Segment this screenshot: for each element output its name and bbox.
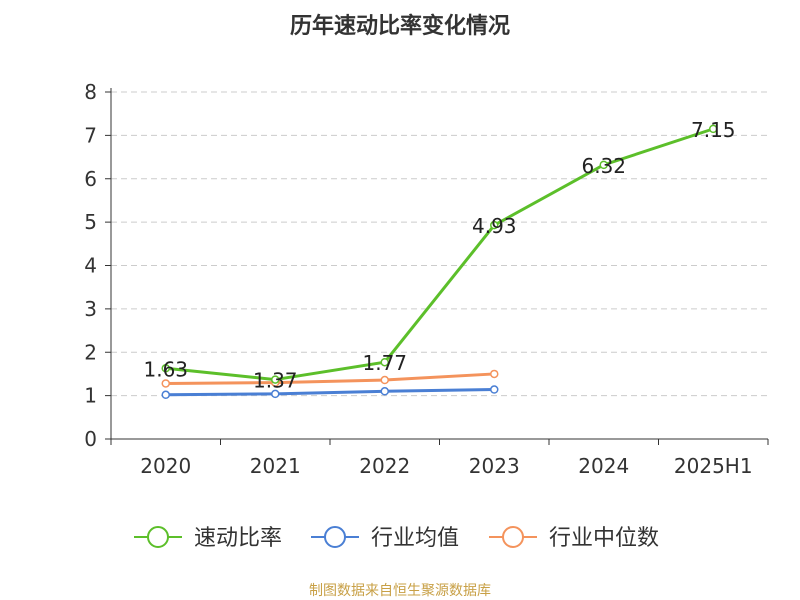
legend-label: 行业中位数: [549, 526, 659, 551]
data-point: [490, 385, 499, 394]
x-tick-label: 2022: [359, 454, 410, 478]
axes: 0 1 2 3 4 5 6 7 8 2020 2021 2022 2023 2024 2025H1: [84, 80, 769, 478]
data-point: [161, 390, 170, 400]
legend-swatch-marker: [147, 526, 169, 548]
data-label: 1.37: [253, 369, 298, 393]
data-label: 6.32: [581, 154, 626, 178]
x-tick-label: 2023: [469, 454, 520, 478]
x-tick-label: 2024: [578, 454, 629, 478]
data-label: 7.15: [691, 118, 736, 142]
series-line: [165, 388, 495, 397]
data-point: [380, 357, 389, 367]
legend: 速动比率 行业均值 行业中位数: [134, 526, 659, 551]
legend-label: 速动比率: [194, 526, 282, 551]
x-tick-label: 2025H1: [674, 454, 753, 478]
data-point: [709, 124, 718, 134]
data-point: [271, 375, 280, 384]
data-point: [490, 220, 499, 230]
series-line: [165, 372, 495, 385]
data-point: [599, 160, 608, 170]
data-label: 1.77: [362, 351, 407, 375]
data-label: 4.93: [472, 214, 517, 238]
data-point: [380, 375, 389, 385]
y-tick-label: 7: [84, 123, 97, 147]
y-tick-label: 8: [84, 80, 97, 104]
legend-swatch-marker: [502, 526, 524, 548]
legend-swatch-marker: [324, 526, 346, 548]
data-point: [490, 369, 499, 379]
data-point: [271, 389, 280, 399]
data-point: [161, 364, 170, 373]
y-tick-label: 6: [84, 167, 97, 191]
chart-title: 历年速动比率变化情况: [289, 14, 510, 39]
series-lines: [161, 124, 718, 400]
y-tick-label: 0: [84, 427, 97, 451]
data-label: 1.63: [143, 357, 188, 381]
x-tick-label: 2021: [250, 454, 301, 478]
legend-label: 行业均值: [371, 526, 459, 551]
data-labels: 1.63 1.37 1.77 4.93 6.32 7.15: [143, 118, 735, 393]
y-tick-label: 5: [84, 210, 97, 234]
source-footer: 制图数据来自恒生聚源数据库: [309, 583, 491, 599]
grid-lines: [111, 91, 768, 397]
data-point: [161, 379, 170, 388]
data-point: [380, 387, 389, 396]
y-tick-label: 1: [84, 384, 97, 408]
y-tick-label: 2: [84, 340, 97, 364]
y-tick-label: 3: [84, 297, 97, 321]
y-tick-label: 4: [84, 254, 97, 278]
series-line: [165, 127, 714, 382]
x-tick-label: 2020: [140, 454, 191, 478]
